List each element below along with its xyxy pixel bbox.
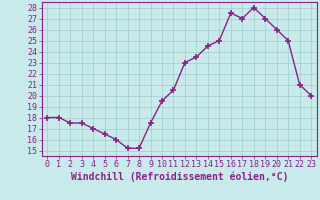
X-axis label: Windchill (Refroidissement éolien,°C): Windchill (Refroidissement éolien,°C) [70, 172, 288, 182]
